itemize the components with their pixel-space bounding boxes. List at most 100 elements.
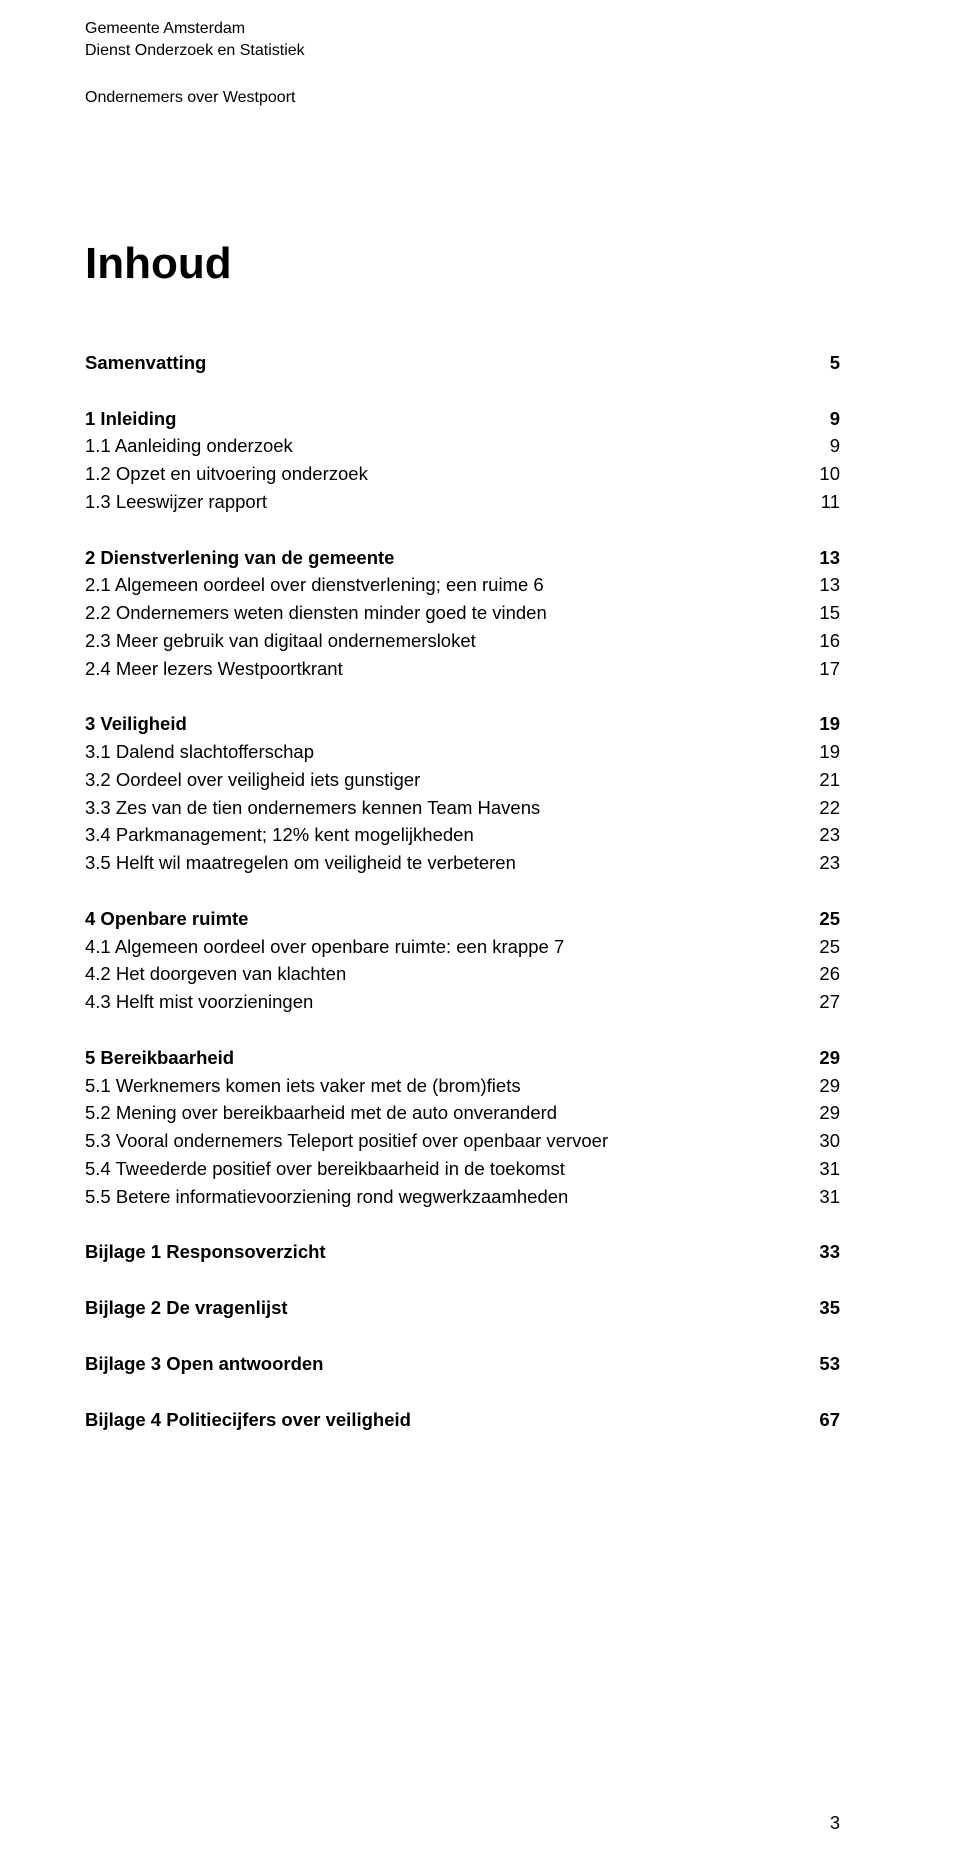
toc-label: 3.4 Parkmanagement; 12% kent mogelijkhed…	[85, 821, 800, 849]
toc-row: 2 Dienstverlening van de gemeente13	[85, 544, 840, 572]
toc-row: 2.1 Algemeen oordeel over dienstverlenin…	[85, 571, 840, 599]
toc-page-number: 19	[800, 710, 840, 738]
toc-page-number: 10	[800, 460, 840, 488]
toc-label: 5.1 Werknemers komen iets vaker met de (…	[85, 1072, 800, 1100]
toc-page-number: 11	[800, 488, 840, 516]
toc-row: 5.2 Mening over bereikbaarheid met de au…	[85, 1099, 840, 1127]
toc-label: Bijlage 4 Politiecijfers over veiligheid	[85, 1406, 800, 1434]
toc-label: 3.3 Zes van de tien ondernemers kennen T…	[85, 794, 800, 822]
toc-page-number: 31	[800, 1155, 840, 1183]
toc-page-number: 26	[800, 960, 840, 988]
toc-label: Bijlage 3 Open antwoorden	[85, 1350, 800, 1378]
toc-label: 4.2 Het doorgeven van klachten	[85, 960, 800, 988]
header-subtitle: Ondernemers over Westpoort	[85, 87, 840, 109]
toc-label: Bijlage 2 De vragenlijst	[85, 1294, 800, 1322]
toc-row: Bijlage 1 Responsoverzicht33	[85, 1238, 840, 1266]
toc-label: 5.3 Vooral ondernemers Teleport positief…	[85, 1127, 800, 1155]
toc-group: Bijlage 1 Responsoverzicht33	[85, 1238, 840, 1266]
toc-page-number: 29	[800, 1044, 840, 1072]
toc-page-number: 19	[800, 738, 840, 766]
toc-label: 5.5 Betere informatievoorziening rond we…	[85, 1183, 800, 1211]
toc-row: 4.1 Algemeen oordeel over openbare ruimt…	[85, 933, 840, 961]
toc-row: 2.3 Meer gebruik van digitaal ondernemer…	[85, 627, 840, 655]
toc-row: 3.1 Dalend slachtofferschap19	[85, 738, 840, 766]
toc-row: 3.2 Oordeel over veiligheid iets gunstig…	[85, 766, 840, 794]
toc-page-number: 25	[800, 905, 840, 933]
toc-page-number: 29	[800, 1099, 840, 1127]
toc-group: 1 Inleiding91.1 Aanleiding onderzoek91.2…	[85, 405, 840, 516]
toc-label: 1.1 Aanleiding onderzoek	[85, 432, 800, 460]
toc-page-number: 31	[800, 1183, 840, 1211]
toc-label: 2.1 Algemeen oordeel over dienstverlenin…	[85, 571, 800, 599]
toc-label: 2 Dienstverlening van de gemeente	[85, 544, 800, 572]
toc-row: 3.4 Parkmanagement; 12% kent mogelijkhed…	[85, 821, 840, 849]
toc-group: Bijlage 4 Politiecijfers over veiligheid…	[85, 1406, 840, 1434]
toc-page-number: 53	[800, 1350, 840, 1378]
toc-page-number: 21	[800, 766, 840, 794]
toc-row: 5.5 Betere informatievoorziening rond we…	[85, 1183, 840, 1211]
toc-page-number: 23	[800, 849, 840, 877]
toc-group: 3 Veiligheid193.1 Dalend slachtofferscha…	[85, 710, 840, 877]
toc-row: 5.4 Tweederde positief over bereikbaarhe…	[85, 1155, 840, 1183]
toc-page-number: 35	[800, 1294, 840, 1322]
toc-page-number: 22	[800, 794, 840, 822]
toc-label: 1 Inleiding	[85, 405, 800, 433]
toc-row: 1.3 Leeswijzer rapport11	[85, 488, 840, 516]
toc-page-number: 9	[800, 432, 840, 460]
toc-label: 2.2 Ondernemers weten diensten minder go…	[85, 599, 800, 627]
toc-label: 4 Openbare ruimte	[85, 905, 800, 933]
toc-row: Bijlage 2 De vragenlijst35	[85, 1294, 840, 1322]
toc-page-number: 25	[800, 933, 840, 961]
toc-page-number: 33	[800, 1238, 840, 1266]
table-of-contents: Samenvatting51 Inleiding91.1 Aanleiding …	[85, 349, 840, 1434]
toc-page-number: 67	[800, 1406, 840, 1434]
toc-row: 2.4 Meer lezers Westpoortkrant17	[85, 655, 840, 683]
toc-page-number: 30	[800, 1127, 840, 1155]
toc-page-number: 16	[800, 627, 840, 655]
toc-row: 4.2 Het doorgeven van klachten26	[85, 960, 840, 988]
toc-label: 4.1 Algemeen oordeel over openbare ruimt…	[85, 933, 800, 961]
toc-group: Bijlage 3 Open antwoorden53	[85, 1350, 840, 1378]
document-header: Gemeente Amsterdam Dienst Onderzoek en S…	[85, 18, 840, 109]
header-line-1: Gemeente Amsterdam	[85, 18, 840, 40]
toc-label: 1.3 Leeswijzer rapport	[85, 488, 800, 516]
toc-row: 2.2 Ondernemers weten diensten minder go…	[85, 599, 840, 627]
toc-label: 3.1 Dalend slachtofferschap	[85, 738, 800, 766]
toc-group: Samenvatting5	[85, 349, 840, 377]
toc-row: Samenvatting5	[85, 349, 840, 377]
toc-row: Bijlage 4 Politiecijfers over veiligheid…	[85, 1406, 840, 1434]
toc-row: 3 Veiligheid19	[85, 710, 840, 738]
toc-label: 3.2 Oordeel over veiligheid iets gunstig…	[85, 766, 800, 794]
toc-label: Bijlage 1 Responsoverzicht	[85, 1238, 800, 1266]
toc-row: 4.3 Helft mist voorzieningen27	[85, 988, 840, 1016]
toc-page-number: 23	[800, 821, 840, 849]
toc-label: 2.4 Meer lezers Westpoortkrant	[85, 655, 800, 683]
toc-label: 5.4 Tweederde positief over bereikbaarhe…	[85, 1155, 800, 1183]
toc-group: 4 Openbare ruimte254.1 Algemeen oordeel …	[85, 905, 840, 1016]
toc-row: 1.1 Aanleiding onderzoek9	[85, 432, 840, 460]
toc-page-number: 9	[800, 405, 840, 433]
toc-group: 5 Bereikbaarheid295.1 Werknemers komen i…	[85, 1044, 840, 1211]
toc-label: 3.5 Helft wil maatregelen om veiligheid …	[85, 849, 800, 877]
toc-row: 1 Inleiding9	[85, 405, 840, 433]
toc-label: 1.2 Opzet en uitvoering onderzoek	[85, 460, 800, 488]
toc-page-number: 29	[800, 1072, 840, 1100]
toc-row: 5.3 Vooral ondernemers Teleport positief…	[85, 1127, 840, 1155]
toc-page-number: 13	[800, 544, 840, 572]
toc-row: 1.2 Opzet en uitvoering onderzoek10	[85, 460, 840, 488]
toc-row: 4 Openbare ruimte25	[85, 905, 840, 933]
header-line-2: Dienst Onderzoek en Statistiek	[85, 40, 840, 62]
toc-row: Bijlage 3 Open antwoorden53	[85, 1350, 840, 1378]
toc-label: Samenvatting	[85, 349, 800, 377]
toc-row: 5 Bereikbaarheid29	[85, 1044, 840, 1072]
toc-row: 3.3 Zes van de tien ondernemers kennen T…	[85, 794, 840, 822]
document-page: Gemeente Amsterdam Dienst Onderzoek en S…	[0, 0, 960, 1874]
toc-page-number: 5	[800, 349, 840, 377]
toc-label: 4.3 Helft mist voorzieningen	[85, 988, 800, 1016]
page-title: Inhoud	[85, 239, 840, 289]
toc-row: 5.1 Werknemers komen iets vaker met de (…	[85, 1072, 840, 1100]
toc-label: 3 Veiligheid	[85, 710, 800, 738]
toc-row: 3.5 Helft wil maatregelen om veiligheid …	[85, 849, 840, 877]
toc-label: 2.3 Meer gebruik van digitaal ondernemer…	[85, 627, 800, 655]
toc-label: 5 Bereikbaarheid	[85, 1044, 800, 1072]
